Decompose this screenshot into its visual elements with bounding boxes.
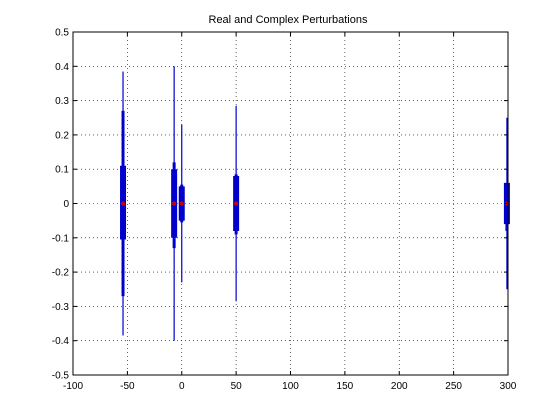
y-tick-label: -0.1 — [52, 233, 70, 244]
data-layer — [120, 66, 510, 341]
y-tick-label: 0 — [63, 199, 69, 210]
x-tick-labels: -100 -50 0 50 100 150 200 250 300 — [63, 381, 517, 392]
chart-title: Real and Complex Perturbations — [209, 14, 368, 26]
eigenvalue-point — [179, 201, 184, 206]
eigenvalue-point — [121, 201, 126, 206]
y-tick-label: -0.3 — [52, 302, 70, 313]
y-tick-label: -0.4 — [52, 336, 70, 347]
x-tick-label: 250 — [445, 381, 462, 392]
x-tick-label: 200 — [391, 381, 408, 392]
y-tick-label: -0.5 — [52, 371, 70, 382]
y-tick-label: 0.3 — [55, 96, 69, 107]
axes-frame — [72, 31, 509, 376]
x-tick-label: -50 — [120, 381, 135, 392]
y-tick-label: 0.1 — [55, 165, 69, 176]
axis-ticks — [72, 31, 509, 376]
y-tick-label: 0.4 — [55, 62, 69, 73]
x-tick-label: 0 — [179, 381, 185, 392]
y-tick-labels: -0.5 -0.4 -0.3 -0.2 -0.1 0 0.1 0.2 0.3 0.4 0.5 — [52, 28, 70, 382]
grid-lines — [73, 32, 508, 375]
eigenvalue-point — [234, 201, 239, 206]
eigenvalue-point — [172, 201, 177, 206]
x-tick-label: 150 — [337, 381, 354, 392]
y-tick-label: -0.2 — [52, 268, 70, 279]
x-tick-label: 300 — [500, 381, 517, 392]
y-tick-label: 0.5 — [55, 28, 69, 39]
x-tick-label: 50 — [231, 381, 243, 392]
x-tick-label: 100 — [282, 381, 299, 392]
y-tick-label: 0.2 — [55, 130, 69, 141]
x-tick-label: -100 — [63, 381, 83, 392]
